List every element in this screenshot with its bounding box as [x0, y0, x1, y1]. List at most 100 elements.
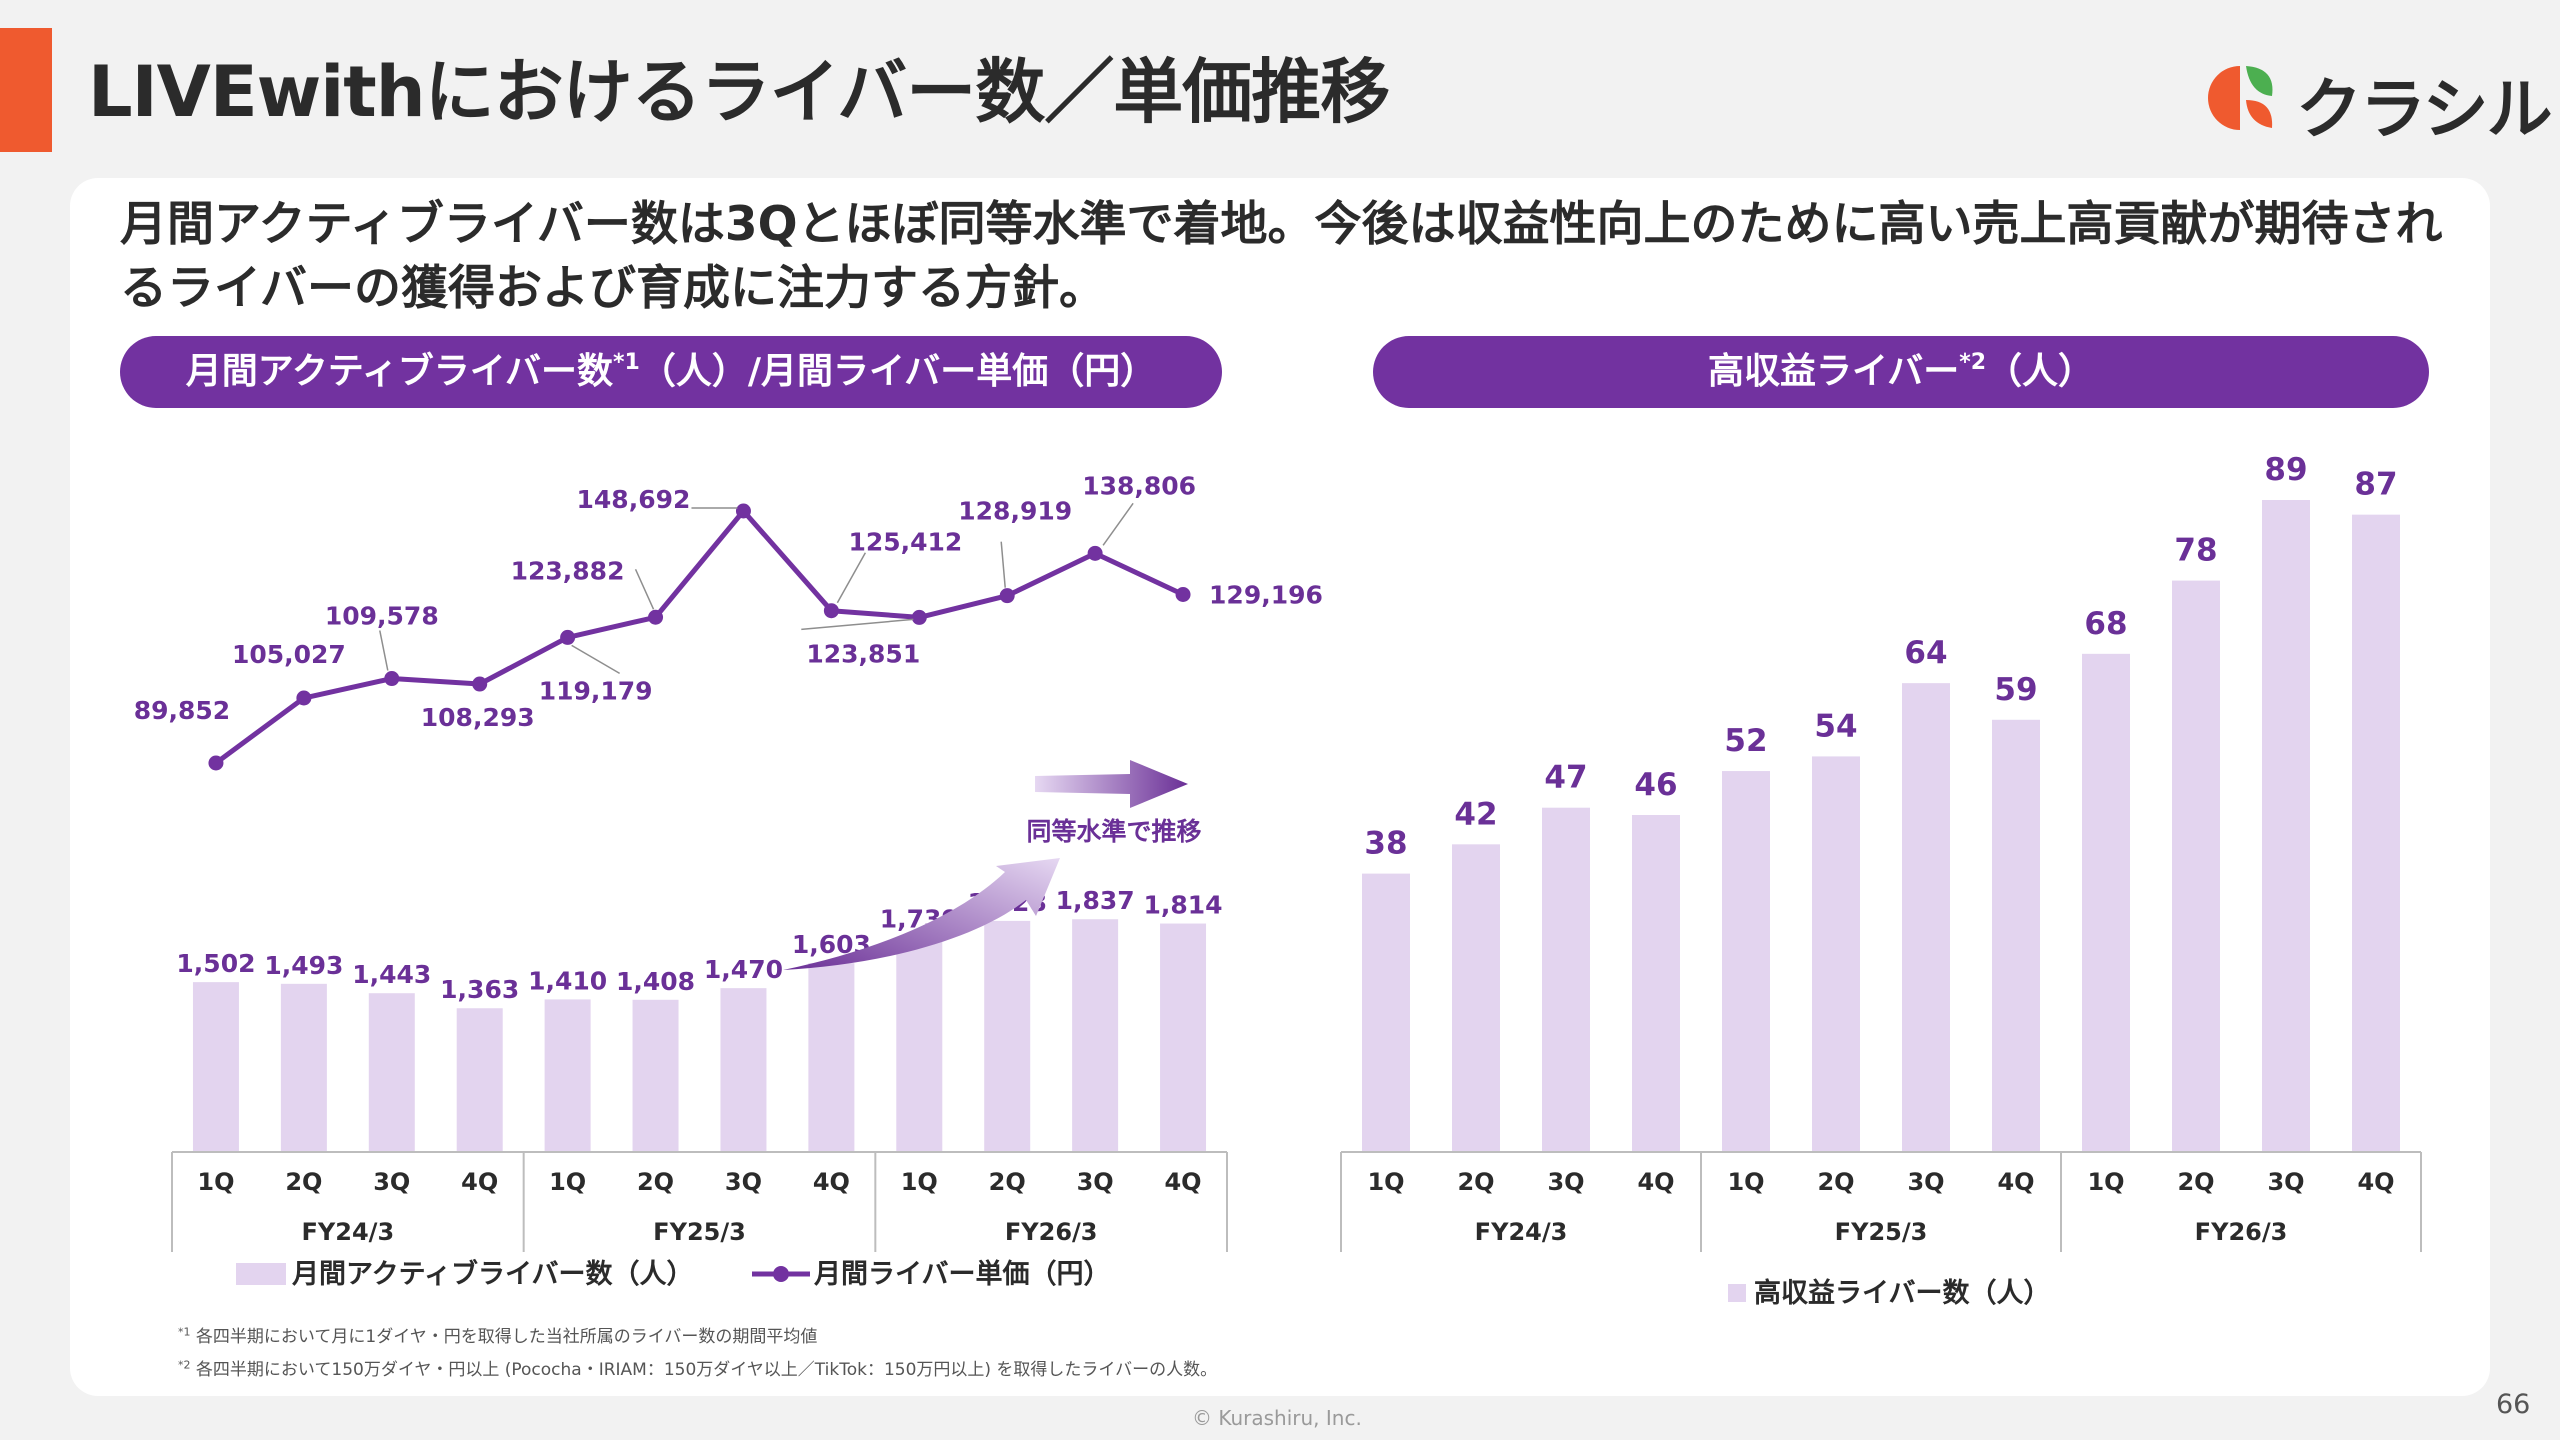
right-axis-group-label: FY25/3 — [1835, 1218, 1928, 1246]
footnote-1-text: 各四半期において月に1ダイヤ・円を取得した当社所属のライバー数の期間平均値 — [195, 1327, 818, 1347]
left-bar — [632, 999, 679, 1152]
right-bar — [2262, 500, 2310, 1152]
price-point — [999, 588, 1015, 604]
price-point — [648, 609, 664, 625]
left-bar — [896, 937, 943, 1152]
right-axis-tick-label: 3Q — [2267, 1168, 2304, 1196]
growth-arrow-icon — [783, 858, 1060, 970]
price-label-leader — [836, 552, 867, 604]
left-bar — [1160, 923, 1207, 1152]
left-bar — [1072, 919, 1119, 1152]
footnote-2: *2 各四半期において150万ダイヤ・円以上 (Pococha・IRIAM：15… — [178, 1355, 1217, 1380]
right-bar — [1722, 771, 1770, 1152]
price-label-leader — [379, 630, 389, 671]
left-bar — [368, 993, 415, 1152]
right-axis-tick-label: 4Q — [1637, 1168, 1674, 1196]
left-bar — [456, 1008, 503, 1152]
left-axis-tick-label: 3Q — [373, 1168, 410, 1196]
right-axis-group-label: FY26/3 — [2195, 1218, 2288, 1246]
left-bar-value-label: 1,408 — [616, 967, 695, 996]
price-label-leader — [801, 618, 914, 631]
right-bar-value-label: 78 — [2174, 533, 2217, 569]
right-title-main: 高収益ライバー — [1707, 351, 1960, 392]
right-legend: 高収益ライバー数（人） — [1728, 1277, 2050, 1309]
right-bar-series — [1362, 500, 2400, 1152]
flat-arrow-icon — [1035, 760, 1188, 808]
left-axis-tick-label: 4Q — [1164, 1168, 1201, 1196]
left-bar-value-label: 1,502 — [176, 949, 255, 978]
left-bar-value-label: 1,470 — [704, 955, 783, 984]
left-bar — [280, 983, 327, 1152]
right-axis-tick-label: 2Q — [2177, 1168, 2214, 1196]
left-bar-series — [192, 919, 1207, 1152]
price-point — [911, 609, 927, 625]
left-bar — [192, 982, 239, 1152]
price-point — [384, 671, 400, 687]
right-axis-tick-label: 1Q — [1727, 1168, 1764, 1196]
left-title-main: 月間アクティブライバー数 — [185, 351, 614, 392]
left-axis-group-label: FY25/3 — [653, 1218, 746, 1246]
price-value-label: 138,806 — [1082, 471, 1196, 500]
price-value-label: 105,027 — [232, 640, 346, 669]
price-point — [296, 690, 312, 706]
left-axis-group-label: FY24/3 — [302, 1218, 395, 1246]
left-chart-title: 月間アクティブライバー数*1（人）/月間ライバー単価（円） — [120, 336, 1222, 408]
right-axis-tick-label: 4Q — [1997, 1168, 2034, 1196]
right-axis-tick-label: 3Q — [1907, 1168, 1944, 1196]
right-title-rest: （人） — [1986, 351, 2095, 392]
left-axis-tick-label: 1Q — [197, 1168, 234, 1196]
logo-text: クラシル — [2296, 71, 2553, 148]
right-bar — [1362, 873, 1410, 1152]
price-label-leader — [1000, 541, 1006, 588]
right-bar-value-label: 68 — [2084, 606, 2127, 642]
left-title-rest: （人）/月間ライバー単価（円） — [639, 351, 1157, 392]
left-bar — [720, 988, 767, 1152]
left-bar-value-label: 1,443 — [352, 960, 431, 989]
footnote-1-mark: *1 — [178, 1325, 191, 1339]
legend-bar-label: 月間アクティブライバー数（人） — [291, 1258, 694, 1290]
price-value-label: 108,293 — [421, 703, 535, 732]
right-bar — [2352, 514, 2400, 1152]
price-point — [735, 503, 751, 519]
right-bar-value-label: 59 — [1994, 672, 2037, 708]
right-axis-group-label: FY24/3 — [1475, 1218, 1568, 1246]
left-bar — [544, 999, 591, 1152]
right-bar-value-label: 52 — [1724, 723, 1767, 759]
left-bar-value-label: 1,410 — [528, 966, 607, 995]
right-axis-tick-label: 3Q — [1547, 1168, 1584, 1196]
right-bar-value-label: 89 — [2264, 452, 2307, 488]
left-bar — [808, 963, 855, 1152]
left-bar — [984, 920, 1031, 1152]
right-axis-tick-label: 1Q — [1367, 1168, 1404, 1196]
kurashiru-logo-icon — [2208, 66, 2273, 130]
right-axis-tick-label: 1Q — [2087, 1168, 2124, 1196]
left-axis-tick-label: 1Q — [549, 1168, 586, 1196]
right-bar-value-label: 87 — [2354, 467, 2397, 503]
footnote-2-text: 各四半期において150万ダイヤ・円以上 (Pococha・IRIAM：150万ダ… — [195, 1360, 1218, 1380]
legend-line-label: 月間ライバー単価（円） — [813, 1258, 1110, 1290]
price-value-label: 128,919 — [958, 497, 1072, 526]
price-value-label: 123,882 — [511, 556, 625, 585]
left-axis-tick-label: 3Q — [1077, 1168, 1114, 1196]
right-bar-value-label: 54 — [1814, 708, 1857, 744]
price-point — [560, 629, 576, 645]
price-value-label: 119,179 — [539, 676, 653, 705]
kurashiru-logo: クラシル — [2200, 48, 2553, 148]
right-chart-title: 高収益ライバー*2（人） — [1373, 336, 2429, 408]
left-legend: 月間アクティブライバー数（人） 月間ライバー単価（円） — [236, 1258, 1110, 1290]
left-axis-tick-label: 1Q — [901, 1168, 938, 1196]
page-title: LIVEwithにおけるライバー数／単価推移 — [88, 51, 1390, 133]
page-number: 66 — [2496, 1389, 2531, 1420]
right-bar-labels: 38 42 47 46 52 54 64 59 68 78 89 87 — [1364, 452, 2397, 862]
right-bar — [2172, 580, 2220, 1152]
left-bar-value-label: 1,814 — [1144, 891, 1223, 920]
legend-bar-swatch-right — [1728, 1284, 1746, 1302]
right-bar — [1992, 719, 2040, 1152]
right-bar — [1542, 807, 1590, 1152]
accent-bar — [0, 28, 52, 152]
right-bar — [1632, 815, 1680, 1152]
price-label-leader — [571, 644, 621, 675]
